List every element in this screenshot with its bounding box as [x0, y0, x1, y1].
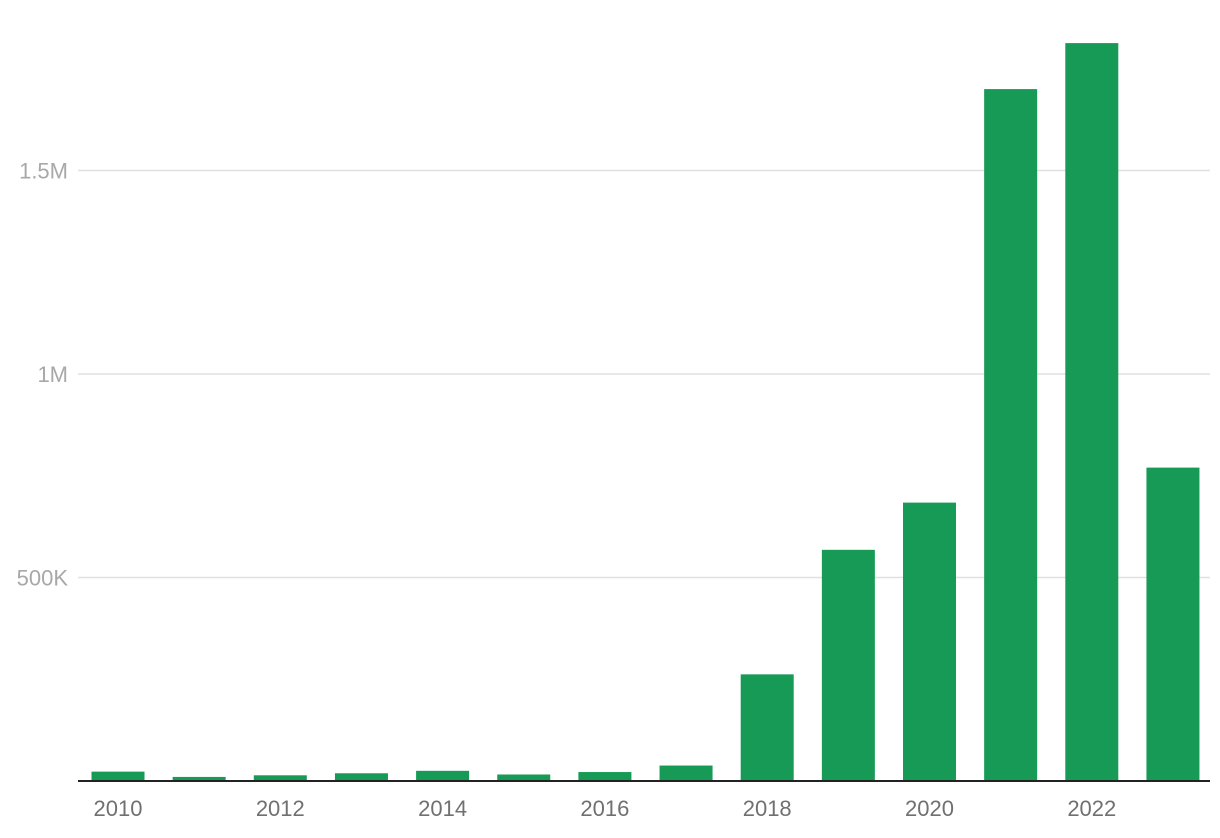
y-tick-label: 1.5M: [19, 159, 68, 184]
bar-2012: [253, 775, 307, 781]
x-tick-label: 2020: [905, 796, 954, 821]
bar-2020: [903, 502, 956, 781]
x-tick-label: 2018: [743, 796, 792, 821]
x-tick-label: 2022: [1067, 796, 1116, 821]
x-tick-label: 2012: [256, 796, 305, 821]
x-axis-tick-labels: 2010 2012 2014 2016 2018 2020 2022: [94, 796, 1117, 821]
y-tick-label: 1M: [37, 362, 68, 387]
bars: [91, 43, 1200, 782]
gridlines: [78, 169, 1210, 579]
bar-2017: [659, 765, 713, 781]
x-tick-label: 2010: [94, 796, 143, 821]
bar-2010: [91, 771, 145, 781]
x-tick-label: 2014: [418, 796, 467, 821]
bar-2022: [1065, 43, 1119, 781]
bar-2023: [1146, 467, 1200, 781]
bar-2021: [984, 89, 1038, 782]
y-tick-label: 500K: [17, 566, 69, 591]
bar-2015: [497, 774, 551, 781]
x-tick-label: 2016: [580, 796, 629, 821]
bar-2019: [821, 549, 875, 781]
y-axis-tick-labels: 500K 1M 1.5M: [17, 159, 69, 591]
bar-2014: [416, 770, 470, 781]
bar-2018: [740, 674, 794, 781]
bar-2013: [334, 773, 388, 781]
bar-2011: [172, 776, 226, 781]
bar-2016: [578, 772, 632, 781]
